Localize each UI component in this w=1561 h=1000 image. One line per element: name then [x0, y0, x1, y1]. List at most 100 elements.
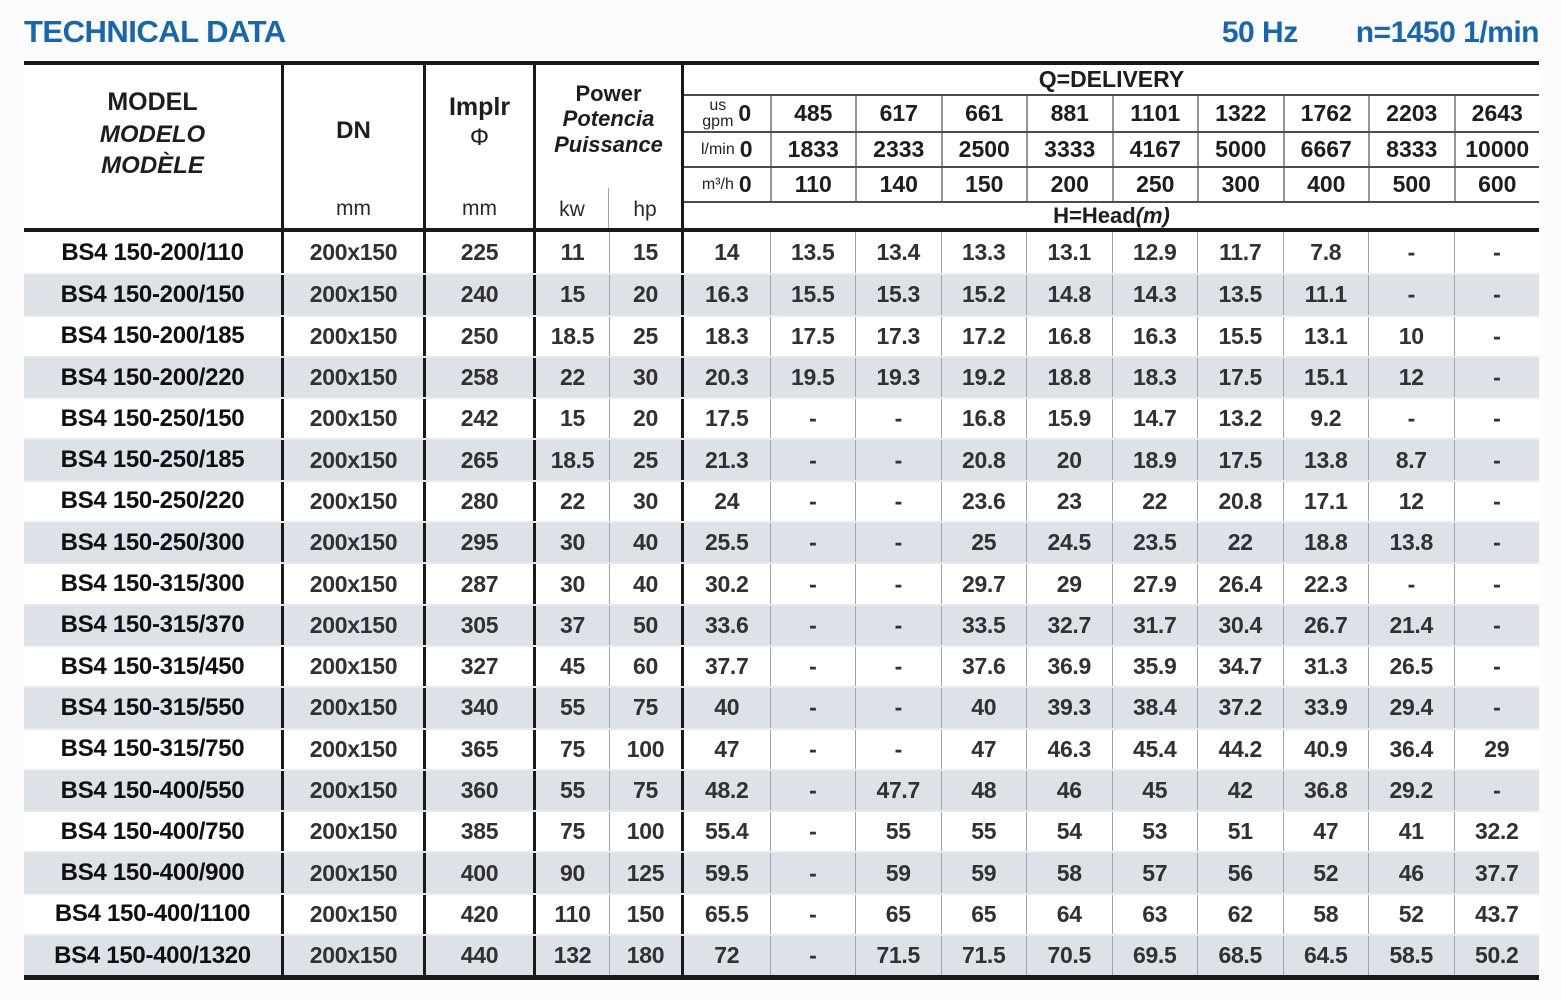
hp-cell: 20 [610, 275, 684, 315]
kw-cell: 55 [536, 688, 610, 728]
head-cell: 58 [1282, 894, 1369, 935]
head-cell: 34.7 [1197, 646, 1283, 687]
flow-row: us gpm 0 485 617 661 881 1101 1322 1762 2203 2643 [684, 96, 1539, 131]
head-cell: 17.5 [769, 316, 856, 356]
model-label: MODEL [107, 88, 198, 117]
head-label-row: H=Head (m) [684, 201, 1539, 228]
table-row: BS4 150-250/185 200x150 265 18.5 25 21.3- -20.… [24, 438, 1539, 480]
flow-value-cell: 150 [940, 168, 1027, 201]
head-cell: 21.3 [704, 446, 749, 473]
head-cell: 71.5 [940, 936, 1027, 976]
flow-value-cell: 2203 [1368, 96, 1454, 131]
head-cell: 13.1 [1282, 316, 1369, 356]
hp-cell: 50 [610, 605, 684, 645]
hp-cell: 40 [610, 564, 684, 604]
head-cell: 36.8 [1282, 770, 1369, 811]
dn-cell: 200x150 [284, 399, 426, 439]
kw-cell: 37 [536, 605, 610, 645]
head-cell: 31.3 [1282, 646, 1369, 687]
kw-unit-label: kw [536, 188, 609, 228]
head-cell: 56 [1197, 853, 1283, 893]
head-cell: 16.8 [1026, 316, 1112, 356]
flow-unit-label: us gpm [702, 97, 734, 130]
model-cell: BS4 150-250/300 [24, 523, 284, 563]
dn-cell: 200x150 [284, 688, 426, 728]
implr-cell: 327 [426, 646, 536, 687]
head-cell: 37.2 [1197, 688, 1283, 728]
implr-cell: 420 [426, 894, 536, 935]
implr-cell: 340 [426, 688, 536, 728]
head-cell: 27.9 [1111, 564, 1198, 604]
head-cell: 18.8 [1026, 357, 1112, 398]
head-cell: 12 [1368, 481, 1454, 522]
head-cell: 12 [1368, 357, 1454, 398]
dn-cell: 200x150 [284, 316, 426, 356]
head-cell: - [769, 812, 856, 852]
head-cell: 17.1 [1282, 481, 1369, 522]
hp-cell: 25 [610, 440, 684, 480]
head-cell: 32.7 [1026, 605, 1112, 645]
head-cell: 52 [1282, 853, 1369, 893]
kw-cell: 30 [536, 523, 610, 563]
head-cell: 22 [1197, 523, 1283, 563]
head-cell: 40.9 [1282, 729, 1369, 769]
hp-cell: 15 [610, 232, 684, 274]
head-cell: 47.7 [855, 770, 941, 811]
kw-cell: 22 [536, 357, 610, 398]
head-cell: 17.3 [855, 316, 941, 356]
head-cell: 72 [714, 942, 740, 969]
head-cell: 43.7 [1453, 894, 1540, 935]
head-cell: - [855, 523, 941, 563]
flow-value-cell: 140 [855, 168, 941, 201]
head-cell: - [769, 894, 856, 935]
head-cell: 8.7 [1368, 440, 1454, 480]
model-cell: BS4 150-315/300 [24, 564, 284, 604]
flow-value-cell: 2333 [855, 133, 941, 166]
head-cell: 33.9 [1282, 688, 1369, 728]
head-cell: 35.9 [1111, 646, 1198, 687]
head-cell: 37.7 [704, 653, 749, 680]
hp-cell: 180 [610, 936, 684, 976]
model-cell: BS4 150-400/550 [24, 770, 284, 811]
table-row: BS4 150-200/220 200x150 258 22 30 20.3 19.5 19.… [24, 355, 1540, 398]
flow-value-cell: 5000 [1197, 133, 1283, 166]
head-cell: 14 [714, 239, 740, 266]
implr-cell: 265 [426, 440, 536, 480]
head-cell: - [1453, 316, 1540, 356]
power-units-row: kw hp [536, 188, 681, 228]
hp-cell: 150 [610, 894, 684, 935]
hp-cell: 20 [610, 399, 684, 439]
table-row: BS4 150-315/300 200x150 287 30 40 30.2- -29.7 2… [24, 562, 1539, 604]
head-cell: 20.3 [704, 364, 749, 391]
implr-cell: 365 [426, 729, 536, 769]
kw-cell: 55 [536, 770, 610, 811]
implr-cell: 385 [426, 812, 536, 852]
head-cell: 42 [1197, 770, 1283, 811]
hp-cell: 25 [610, 316, 684, 356]
model-cell: BS4 150-400/1320 [24, 936, 284, 976]
implr-cell: 360 [426, 770, 536, 811]
head-cell: 18.3 [704, 322, 749, 349]
head-cell: 16.3 [704, 281, 749, 308]
power-label-fr: Puissance [554, 131, 663, 157]
model-cell: BS4 150-250/150 [24, 399, 284, 439]
head-cell: 25 [940, 523, 1027, 563]
head-cell: - [1453, 357, 1540, 398]
model-cell: BS4 150-250/185 [24, 440, 284, 480]
head-cell: 32.2 [1453, 812, 1540, 852]
hp-cell: 40 [610, 523, 684, 563]
head-cell: 13.8 [1282, 440, 1369, 480]
q-delivery-label: Q=DELIVERY [684, 65, 1539, 96]
table-row: BS4 150-315/750 200x150 365 75 100 47- -47 46.3… [24, 727, 1539, 769]
head-cell: - [769, 729, 856, 769]
flow-value-cell: 6667 [1282, 133, 1369, 166]
head-cell: 29 [1026, 564, 1112, 604]
flow-value: 0 [739, 136, 753, 162]
model-cell: BS4 150-315/750 [24, 729, 284, 769]
table-row: BS4 150-200/110 200x150 225 11 15 14 13.5 13.4 1… [24, 232, 1539, 274]
head-cell: 47 [1282, 812, 1369, 852]
head-cell: 33.5 [940, 605, 1027, 645]
head-cell: 55 [940, 812, 1027, 852]
model-cell: BS4 150-315/550 [24, 688, 284, 728]
flow-value-cell: 1833 [769, 133, 856, 166]
